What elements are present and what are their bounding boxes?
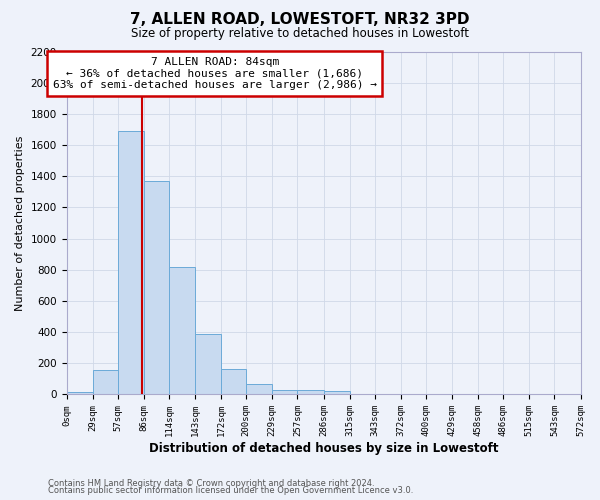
Text: Contains HM Land Registry data © Crown copyright and database right 2024.: Contains HM Land Registry data © Crown c… (48, 478, 374, 488)
Bar (323, 392, 350, 394)
Text: 7, ALLEN ROAD, LOWESTOFT, NR32 3PD: 7, ALLEN ROAD, LOWESTOFT, NR32 3PD (130, 12, 470, 28)
Bar (298, 390, 323, 394)
Y-axis label: Number of detached properties: Number of detached properties (15, 136, 25, 310)
Bar (118, 131, 144, 394)
Text: Contains public sector information licensed under the Open Government Licence v3: Contains public sector information licen… (48, 486, 413, 495)
Bar (195, 334, 221, 394)
Bar (246, 384, 272, 394)
X-axis label: Distribution of detached houses by size in Lowestoft: Distribution of detached houses by size … (149, 442, 498, 455)
Text: 7 ALLEN ROAD: 84sqm
← 36% of detached houses are smaller (1,686)
63% of semi-det: 7 ALLEN ROAD: 84sqm ← 36% of detached ho… (53, 57, 377, 90)
Bar (92, 370, 118, 394)
Text: Size of property relative to detached houses in Lowestoft: Size of property relative to detached ho… (131, 28, 469, 40)
Bar (67, 392, 92, 394)
Bar (272, 390, 298, 394)
Bar (144, 181, 169, 394)
Bar (169, 266, 195, 394)
Bar (221, 368, 246, 394)
